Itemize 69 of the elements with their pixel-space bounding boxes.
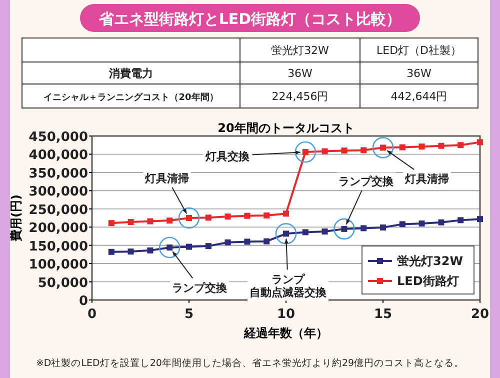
point (128, 248, 134, 255)
point (205, 243, 212, 250)
text: ※D社製のLED灯を設置し20年間使用した場合、省エネ蛍光灯より約29億円のコスト高となる。 (36, 357, 464, 369)
annotation: ランプ自動点滅器交換 (250, 273, 328, 300)
point (399, 221, 406, 228)
chart-title: 20年間のトータルコスト (218, 121, 354, 135)
text: イニシャル＋ランニングコスト（20年間） (44, 92, 218, 103)
text: 蛍光灯32W (271, 44, 330, 57)
point (264, 212, 270, 218)
y-tick-label: 200,000 (28, 221, 88, 236)
point (128, 219, 134, 226)
text: 36W (288, 67, 313, 80)
point (399, 144, 406, 150)
legend-label: 蛍光灯32W (397, 254, 463, 268)
x-tick-label: 5 (184, 307, 194, 322)
point (302, 229, 308, 236)
point (477, 216, 483, 222)
annotation: 灯具清掃 (404, 172, 449, 186)
point (322, 148, 328, 154)
text: 36W (406, 67, 432, 80)
text: 消費電力 (108, 67, 153, 80)
point (341, 148, 348, 154)
legend-label: LED街路灯 (397, 274, 459, 288)
y-tick-label: 300,000 (28, 184, 88, 200)
x-axis-title: 経過年数（年） (243, 326, 328, 340)
point (224, 214, 231, 220)
text: 省エネ型街路灯とLED街路灯（コスト比較） (98, 10, 402, 28)
point (438, 219, 444, 226)
point (418, 144, 425, 150)
point (108, 220, 114, 226)
y-tick-label: 450,000 (28, 130, 88, 145)
point (438, 142, 444, 149)
y-tick-label: 100,000 (28, 258, 88, 273)
point (244, 238, 250, 245)
text: 442,644円 (390, 90, 448, 103)
point (458, 142, 464, 148)
x-tick-label: 20 (470, 307, 490, 322)
y-axis-title: 費用(円) (9, 194, 23, 242)
y-tick-label: 250,000 (28, 202, 88, 218)
point (205, 214, 212, 221)
point (244, 212, 250, 219)
point (418, 220, 425, 226)
point (147, 218, 154, 224)
point (360, 225, 367, 232)
annotation: ランプ交換 (338, 174, 395, 188)
y-tick-label: 50,000 (38, 276, 88, 291)
point (186, 244, 192, 250)
y-tick-label: 0 (78, 294, 88, 309)
annotation: 灯具清掃 (144, 172, 189, 185)
point (322, 228, 328, 234)
y-tick-label: 150,000 (28, 239, 88, 254)
point (380, 224, 386, 230)
annotation: ランプ交換 (172, 282, 228, 295)
point (166, 218, 173, 224)
x-tick-label: 10 (276, 307, 296, 322)
point (360, 147, 367, 154)
y-tick-label: 400,000 (28, 148, 88, 164)
annotation: 灯具交換 (204, 150, 250, 164)
x-tick-label: 15 (374, 307, 392, 322)
text: 224,456円 (272, 90, 328, 103)
point (458, 217, 464, 224)
y-tick-label: 350,000 (28, 166, 88, 182)
point (147, 247, 154, 254)
point (283, 210, 289, 217)
text: LED灯（D社製） (376, 44, 462, 57)
point (108, 248, 114, 255)
point (224, 239, 231, 246)
point (264, 238, 270, 244)
point (477, 139, 483, 146)
